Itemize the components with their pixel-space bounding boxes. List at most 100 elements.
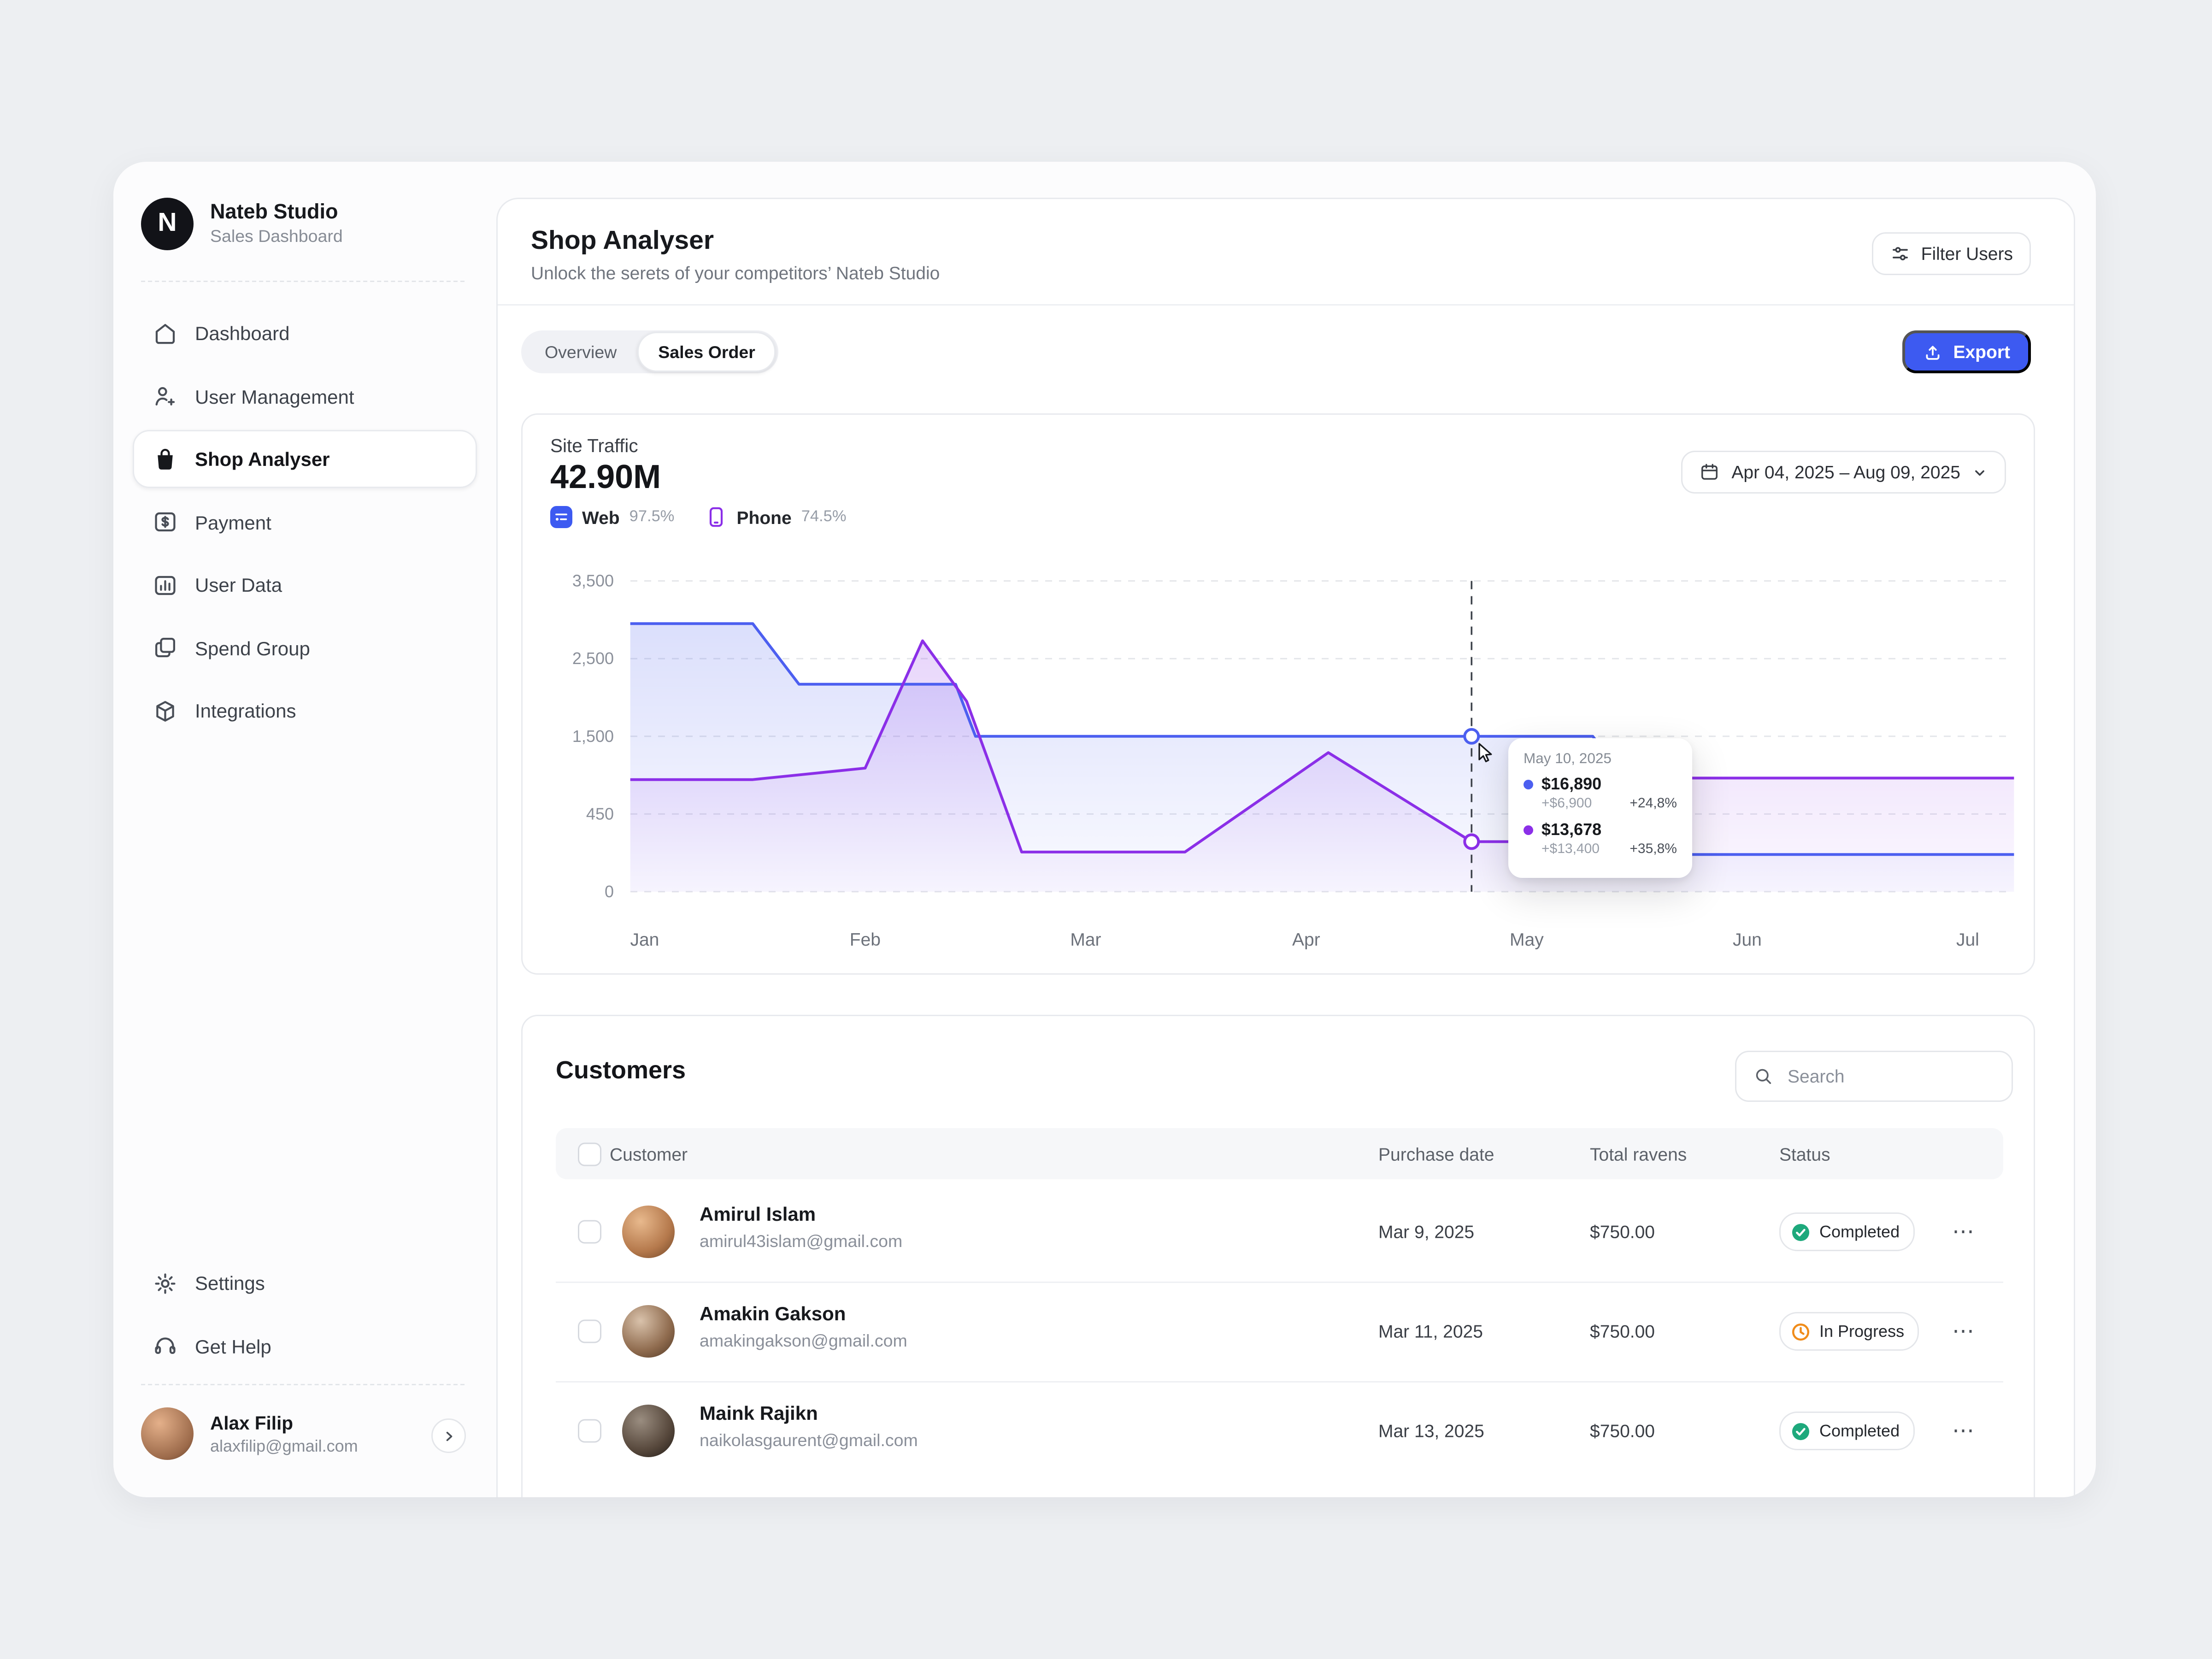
svg-text:Jul: Jul	[1956, 930, 1979, 950]
date-range-picker[interactable]: Apr 04, 2025 – Aug 09, 2025	[1682, 451, 2006, 494]
sidebar-item-label: Dashboard	[195, 322, 290, 344]
user-profile: Alax Filip alaxfilip@gmail.com	[141, 1407, 358, 1460]
home-icon	[152, 320, 178, 347]
sidebar-item-label: Integrations	[195, 700, 296, 722]
sidebar-item-user-management[interactable]: User Management	[133, 367, 477, 425]
customer-name: Amirul Islam	[700, 1203, 816, 1225]
sidebar-divider	[141, 281, 465, 282]
headset-icon	[152, 1333, 178, 1359]
check-circle-icon	[1790, 1222, 1811, 1242]
purchase-date: Mar 11, 2025	[1378, 1321, 1483, 1342]
customer-email: amirul43islam@gmail.com	[700, 1232, 903, 1251]
chart-title: Site Traffic	[550, 435, 638, 456]
search-input[interactable]	[1785, 1065, 1995, 1088]
purchase-date: Mar 13, 2025	[1378, 1420, 1484, 1441]
legend-label: Web	[582, 506, 620, 528]
more-icon[interactable]: ⋯	[1952, 1320, 1976, 1344]
sidebar-item-dashboard[interactable]: Dashboard	[133, 304, 477, 362]
sidebar-item-user-data[interactable]: User Data	[133, 556, 477, 614]
tooltip-entry-phone: $13,678 +$13,400 +35,8%	[1524, 820, 1677, 857]
row-checkbox[interactable]	[578, 1220, 601, 1244]
sidebar-item-payment[interactable]: Payment	[133, 493, 477, 551]
chevron-down-icon	[1971, 464, 1988, 481]
svg-text:Mar: Mar	[1070, 930, 1101, 950]
sidebar-item-label: Get Help	[195, 1335, 271, 1357]
tab-overview[interactable]: Overview	[545, 342, 617, 362]
traffic-chart: 0 450 1,500 2,500 3,500 Jan Feb Mar Apr May Jun Jul	[572, 571, 2014, 950]
select-all-checkbox[interactable]	[578, 1142, 601, 1165]
chevron-right-icon	[442, 1429, 456, 1443]
total-ravens: $750.00	[1590, 1420, 1655, 1441]
chart-total-value: 42.90M	[550, 459, 661, 496]
legend-percent: 97.5%	[629, 509, 675, 525]
tooltip-date: May 10, 2025	[1524, 751, 1612, 767]
brand-subtitle: Sales Dashboard	[210, 227, 343, 246]
bar-chart-icon	[152, 572, 178, 598]
sidebar-item-label: Payment	[195, 511, 271, 533]
svg-text:450: 450	[586, 804, 614, 823]
more-icon[interactable]: ⋯	[1952, 1420, 1976, 1443]
tooltip-delta: +$6,900	[1541, 796, 1592, 812]
customers-card: Customers Customer Purchase date Total r…	[521, 1015, 2035, 1497]
table-header: Customer Purchase date Total ravens Stat…	[556, 1128, 2003, 1179]
more-icon[interactable]: ⋯	[1952, 1221, 1976, 1244]
sidebar-item-get-help[interactable]: Get Help	[133, 1317, 477, 1375]
svg-text:2,500: 2,500	[572, 649, 614, 668]
legend-item-web: Web 97.5%	[550, 506, 674, 528]
customer-name: Maink Rajikn	[700, 1402, 818, 1424]
date-range-label: Apr 04, 2025 – Aug 09, 2025	[1731, 462, 1960, 482]
tab-sales-order[interactable]: Sales Order	[637, 332, 776, 372]
filter-users-label: Filter Users	[1921, 243, 2013, 264]
row-checkbox[interactable]	[578, 1419, 601, 1443]
gear-icon	[152, 1270, 178, 1296]
tab-bar: Overview Sales Order	[521, 330, 779, 373]
filter-users-button[interactable]: Filter Users	[1871, 232, 2031, 275]
tooltip-value: $13,678	[1541, 820, 1602, 839]
clock-icon	[1790, 1321, 1811, 1342]
sidebar-item-spend-group[interactable]: Spend Group	[133, 619, 477, 677]
status-badge: Completed	[1779, 1212, 1915, 1251]
customer-avatar	[622, 1305, 675, 1358]
status-badge: In Progress	[1779, 1312, 1920, 1351]
svg-text:1,500: 1,500	[572, 727, 614, 746]
sidebar-divider	[141, 1384, 465, 1385]
svg-text:Feb: Feb	[850, 930, 881, 950]
svg-text:Apr: Apr	[1292, 930, 1320, 950]
profile-email: alaxfilip@gmail.com	[210, 1435, 358, 1455]
sidebar-item-integrations[interactable]: Integrations	[133, 682, 477, 740]
copy-icon	[152, 635, 178, 661]
export-button[interactable]: Export	[1902, 330, 2031, 373]
cursor-icon	[1475, 742, 1497, 765]
column-status: Status	[1779, 1143, 1830, 1164]
sidebar-menu: Dashboard User Management Shop Analyser …	[113, 304, 496, 745]
brand-logo: N	[141, 198, 194, 250]
web-icon	[550, 506, 572, 528]
user-plus-icon	[152, 383, 178, 409]
search-icon	[1753, 1066, 1774, 1087]
legend-label: Phone	[736, 506, 792, 528]
header-divider	[498, 304, 2074, 306]
sidebar-item-settings[interactable]: Settings	[133, 1254, 477, 1312]
sidebar-item-shop-analyser[interactable]: Shop Analyser	[133, 430, 477, 488]
customer-email: naikolasgaurent@gmail.com	[700, 1431, 918, 1450]
row-checkbox[interactable]	[578, 1319, 601, 1343]
sidebar: N Nateb Studio Sales Dashboard Dashboard…	[113, 162, 496, 1497]
customer-name: Amakin Gakson	[700, 1302, 846, 1324]
tooltip-delta: +$13,400	[1541, 842, 1600, 857]
column-purchase-date: Purchase date	[1378, 1143, 1494, 1164]
status-badge: Completed	[1779, 1412, 1915, 1450]
profile-expand-button[interactable]	[431, 1418, 466, 1453]
profile-name: Alax Filip	[210, 1412, 294, 1433]
sidebar-footer: Settings Get Help	[113, 1254, 496, 1380]
user-avatar	[141, 1407, 194, 1460]
tooltip-percent: +24,8%	[1630, 796, 1677, 812]
payment-icon	[152, 509, 178, 535]
svg-text:May: May	[1510, 930, 1544, 950]
tooltip-percent: +35,8%	[1630, 842, 1677, 857]
box-icon	[152, 698, 178, 724]
row-divider	[556, 1282, 2003, 1283]
legend-percent: 74.5%	[801, 509, 847, 525]
phone-dot-icon	[1524, 824, 1533, 835]
filter-icon	[1889, 243, 1910, 264]
